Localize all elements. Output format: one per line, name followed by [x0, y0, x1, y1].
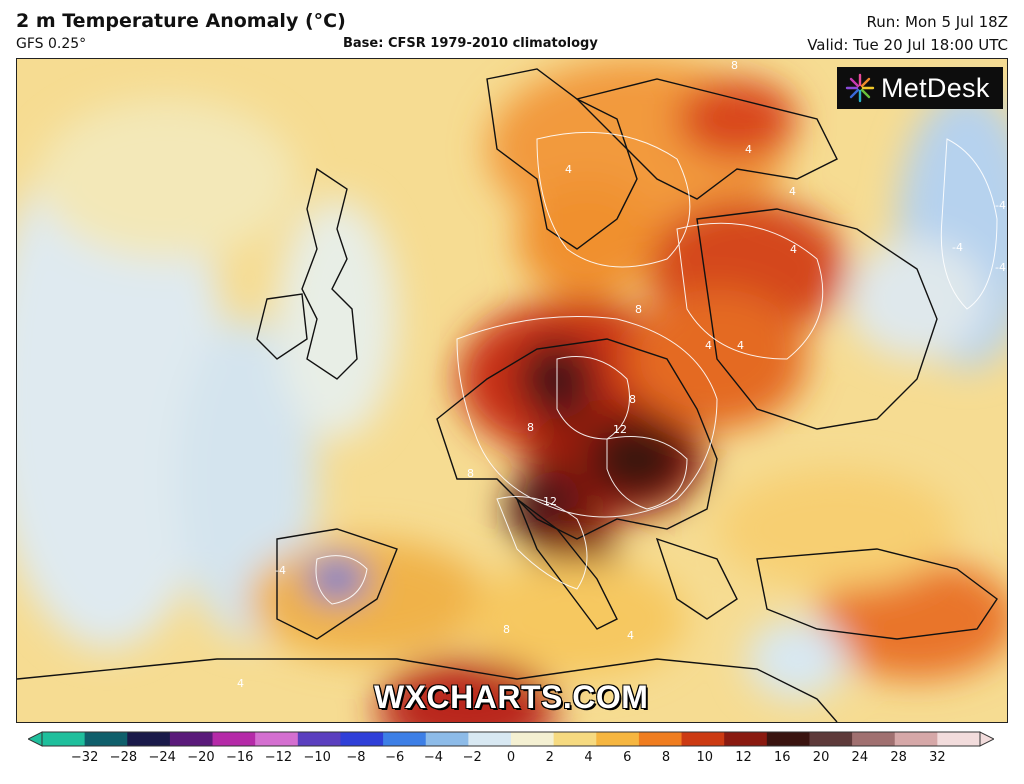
contour-label: 4 — [745, 143, 752, 156]
colorbar-tick-label: −2 — [462, 750, 482, 765]
colorbar-tick-label: 20 — [812, 750, 830, 765]
colorbar-segment — [42, 732, 86, 746]
base-label: Base: CFSR 1979-2010 climatology — [343, 36, 598, 51]
wxcharts-watermark: WXCHARTS.COM — [374, 679, 649, 715]
contour-label: 4 — [705, 339, 712, 352]
contour-label: 8 — [731, 59, 738, 72]
colorbar-tick-label: 4 — [584, 750, 593, 765]
metdesk-logo: MetDesk — [837, 67, 1003, 109]
colorbar-tick-label: −12 — [264, 750, 293, 765]
coastlines — [17, 68, 998, 722]
colorbar-segment — [425, 732, 469, 746]
colorbar-tick-label: −16 — [225, 750, 254, 765]
colorbar-tick-label: −8 — [346, 750, 366, 765]
colorbar-segment — [511, 732, 555, 746]
contour-label: 8 — [527, 421, 534, 434]
contour-label: -4 — [995, 199, 1006, 212]
contour-label: 8 — [467, 467, 474, 480]
colorbar-segment — [84, 732, 128, 746]
colorbar-tick-label: −32 — [70, 750, 99, 765]
colorbar-segment — [852, 732, 896, 746]
chart-title: 2 m Temperature Anomaly (°C) — [16, 10, 346, 32]
colorbar-segment — [638, 732, 683, 746]
contour-label: 4 — [237, 677, 244, 690]
contour-label: 8 — [503, 623, 510, 636]
contour-label: -4 — [952, 241, 963, 254]
colorbar-segment — [383, 732, 427, 746]
colorbar-tick-label: −24 — [148, 750, 176, 765]
colorbar-tick-label: 6 — [623, 750, 632, 765]
contour-label: 4 — [565, 163, 572, 176]
colorbar-segment — [937, 732, 981, 746]
colorbar-tick-label: 10 — [696, 750, 714, 765]
colorbar-tick-label: −28 — [109, 750, 138, 765]
colorbar-segment — [169, 732, 214, 746]
contour-label: 4 — [790, 243, 797, 256]
model-label: GFS 0.25° — [16, 36, 87, 52]
colorbar-segment — [212, 732, 256, 746]
colorbar-segment — [468, 732, 512, 746]
map-canvas: 4 4 8 4 4 -4 -4 -4 4 8 8 12 8 12 4 -4 8 … — [17, 59, 1007, 722]
contour-label: -4 — [995, 261, 1006, 274]
colorbar-tick-label: 16 — [774, 750, 791, 765]
contour-label: 8 — [635, 303, 642, 316]
anomaly-field — [17, 59, 1007, 722]
contour-lines — [315, 131, 998, 605]
colorbar-min-arrow — [28, 731, 43, 747]
anomaly-map[interactable]: 4 4 8 4 4 -4 -4 -4 4 8 8 12 8 12 4 -4 8 … — [16, 58, 1008, 723]
colorbar-segment — [681, 732, 725, 746]
colorbar-tick-label: 28 — [890, 750, 907, 765]
colorbar-tick-label: −10 — [303, 750, 331, 765]
colorbar-tick-label: −4 — [423, 750, 444, 765]
colorbar-tick-label: −20 — [187, 750, 215, 765]
contour-label: -4 — [275, 564, 286, 577]
metdesk-starburst-icon — [845, 73, 875, 103]
colorbar-segment — [596, 732, 640, 746]
contour-label: 4 — [789, 185, 796, 198]
colorbar-segment — [766, 732, 810, 746]
colorbar-segment — [724, 732, 768, 746]
valid-label: Valid: Tue 20 Jul 18:00 UTC — [807, 36, 1008, 54]
colorbar-max-arrow — [979, 731, 994, 747]
colorbar-tick-label: 32 — [929, 750, 946, 765]
contour-label: 8 — [629, 393, 636, 406]
contour-label: 12 — [543, 495, 557, 508]
colorbar-segment — [297, 732, 341, 746]
contour-label: 12 — [613, 423, 627, 436]
run-label: Run: Mon 5 Jul 18Z — [866, 13, 1008, 31]
colorbar — [28, 731, 994, 747]
colorbar-segment — [127, 732, 171, 746]
colorbar-segment — [255, 732, 299, 746]
colorbar-segment — [340, 732, 384, 746]
colorbar-segment — [809, 732, 853, 746]
contour-label: 4 — [627, 629, 634, 642]
colorbar-tick-label: 8 — [661, 750, 671, 765]
colorbar-tick-label: −6 — [385, 750, 405, 765]
metdesk-logo-text: MetDesk — [881, 72, 990, 103]
colorbar-tick-label: 2 — [545, 750, 554, 765]
colorbar-tick-label: 24 — [851, 750, 869, 765]
colorbar-segment — [553, 732, 597, 746]
contour-label-group: 4 4 8 4 4 -4 -4 -4 4 8 8 12 8 12 4 -4 8 … — [237, 59, 1006, 690]
colorbar-tick-label: 12 — [735, 750, 752, 765]
colorbar-frame — [41, 731, 981, 747]
colorbar-segment — [894, 732, 938, 746]
colorbar-tick-label: 0 — [506, 750, 516, 765]
contour-label: 4 — [737, 339, 744, 352]
